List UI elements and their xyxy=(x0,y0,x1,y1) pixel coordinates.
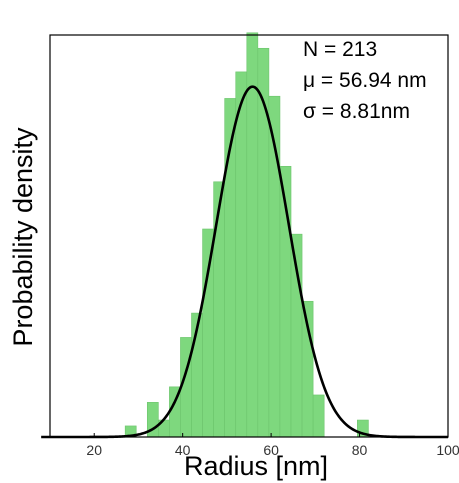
histogram-bar xyxy=(257,47,270,438)
annotation-mean: μ = 56.94 nm xyxy=(303,69,427,92)
histogram-bar xyxy=(312,394,325,438)
x-axis-ticks: 20 40 60 80 100 xyxy=(86,433,459,458)
histogram-bar xyxy=(202,228,214,438)
histogram-bars xyxy=(124,32,369,438)
x-tick-label: 100 xyxy=(436,442,459,458)
annotation-sigma: σ = 8.81nm xyxy=(303,100,410,123)
x-tick-label: 40 xyxy=(175,442,191,458)
annotation-n: N = 213 xyxy=(303,38,377,61)
x-tick-label: 80 xyxy=(352,442,368,458)
x-axis-label: Radius [nm] xyxy=(184,451,328,481)
x-tick-label: 20 xyxy=(86,442,102,458)
histogram-bar xyxy=(246,32,259,438)
plot-frame xyxy=(49,34,449,438)
x-tick-label: 60 xyxy=(263,442,279,458)
histogram-bar xyxy=(213,181,225,438)
histogram-bar xyxy=(235,71,248,438)
y-axis-label: Probability density xyxy=(8,127,38,347)
